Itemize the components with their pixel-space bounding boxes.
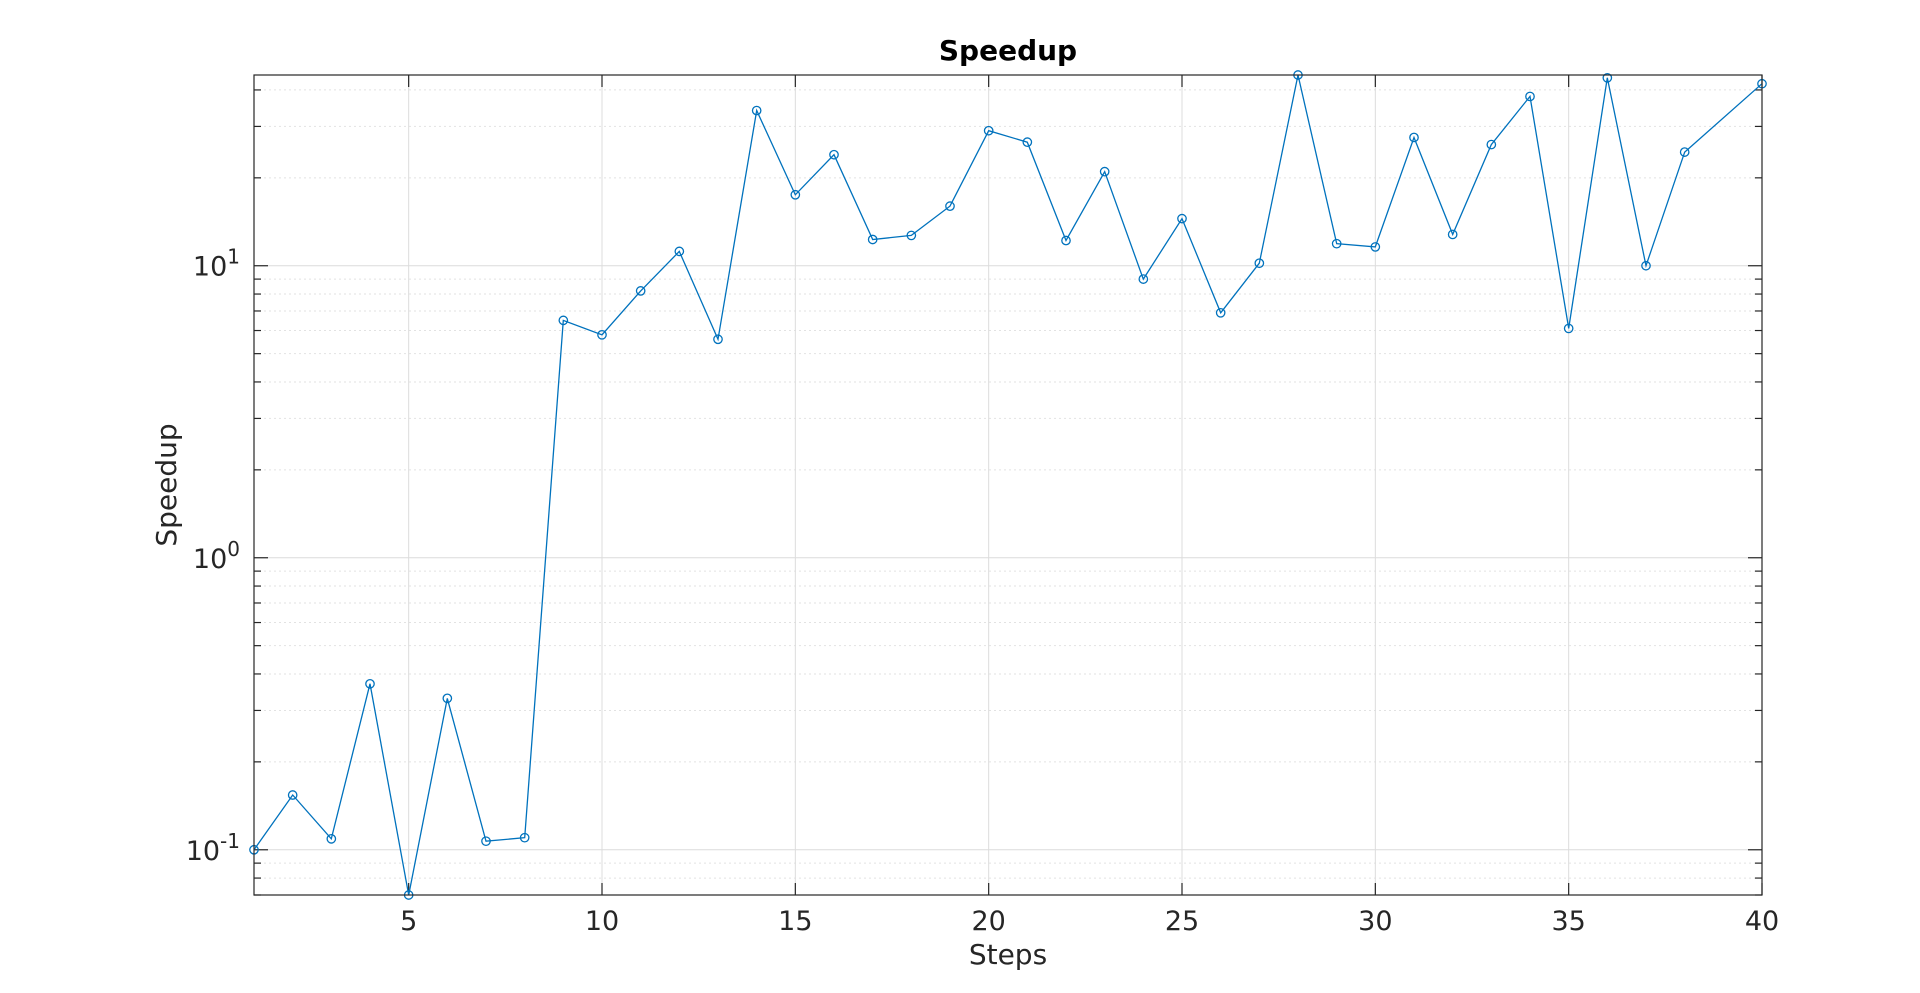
data-point-marker [558, 315, 569, 326]
data-point-marker [1022, 137, 1033, 148]
speedup-series-line [253, 74, 1763, 896]
data-point-marker [983, 125, 994, 136]
data-point-marker [829, 149, 839, 160]
y-axis-label: Speedup [150, 423, 183, 546]
data-point-marker [1641, 260, 1651, 271]
x-axis-label: Steps [969, 938, 1047, 971]
data-point-marker [1215, 307, 1226, 318]
data-point-marker [1447, 229, 1458, 240]
data-point-marker [674, 246, 685, 257]
y-tick-label: 101 [193, 245, 240, 283]
y-tick-label: 10-1 [186, 829, 240, 867]
data-point-marker [1099, 166, 1110, 177]
data-point-marker [1486, 139, 1497, 150]
data-point-marker [597, 329, 607, 340]
data-point-marker [1409, 132, 1419, 143]
data-point-marker [1138, 274, 1149, 284]
x-tick-label: 40 [1745, 906, 1779, 937]
y-tick-label: 100 [193, 537, 240, 575]
data-point-marker [326, 833, 337, 844]
x-tick-label: 5 [400, 906, 417, 937]
data-point-marker [867, 234, 878, 245]
data-point-marker [751, 105, 762, 116]
data-point-marker [1679, 147, 1690, 157]
y-tick-labels: 10-1 100 101 [186, 245, 240, 867]
x-tick-label: 15 [778, 906, 812, 937]
x-tick-label: 35 [1551, 906, 1585, 937]
plot-area [249, 70, 1767, 900]
data-point-marker [442, 693, 453, 704]
axes-box [253, 74, 1763, 896]
speedup-series-markers [249, 70, 1767, 900]
data-point-marker [519, 832, 530, 843]
data-point-marker [481, 836, 491, 847]
data-point-marker [1602, 72, 1613, 83]
data-point-marker [1061, 235, 1071, 246]
data-point-marker [1177, 213, 1187, 224]
x-tick-labels: 5 10 15 20 25 30 35 40 [400, 906, 1779, 937]
data-point-marker [906, 230, 917, 241]
data-point-marker [635, 286, 646, 296]
data-point-marker [1525, 91, 1535, 102]
data-point-marker [287, 790, 298, 800]
x-tick-label: 25 [1165, 906, 1199, 937]
x-tick-label: 20 [971, 906, 1005, 937]
data-point-marker [1331, 238, 1342, 249]
data-point-marker [790, 189, 801, 200]
data-point-marker [1370, 242, 1381, 252]
data-point-marker [1563, 323, 1574, 334]
data-point-marker [713, 334, 723, 345]
data-point-marker [1254, 258, 1265, 269]
x-tick-label: 30 [1358, 906, 1392, 937]
x-tick-label: 10 [585, 906, 619, 937]
data-point-marker [945, 201, 955, 211]
minor-grid [254, 89, 1762, 896]
chart-title: Speedup [939, 34, 1077, 67]
data-point-marker [365, 678, 375, 689]
